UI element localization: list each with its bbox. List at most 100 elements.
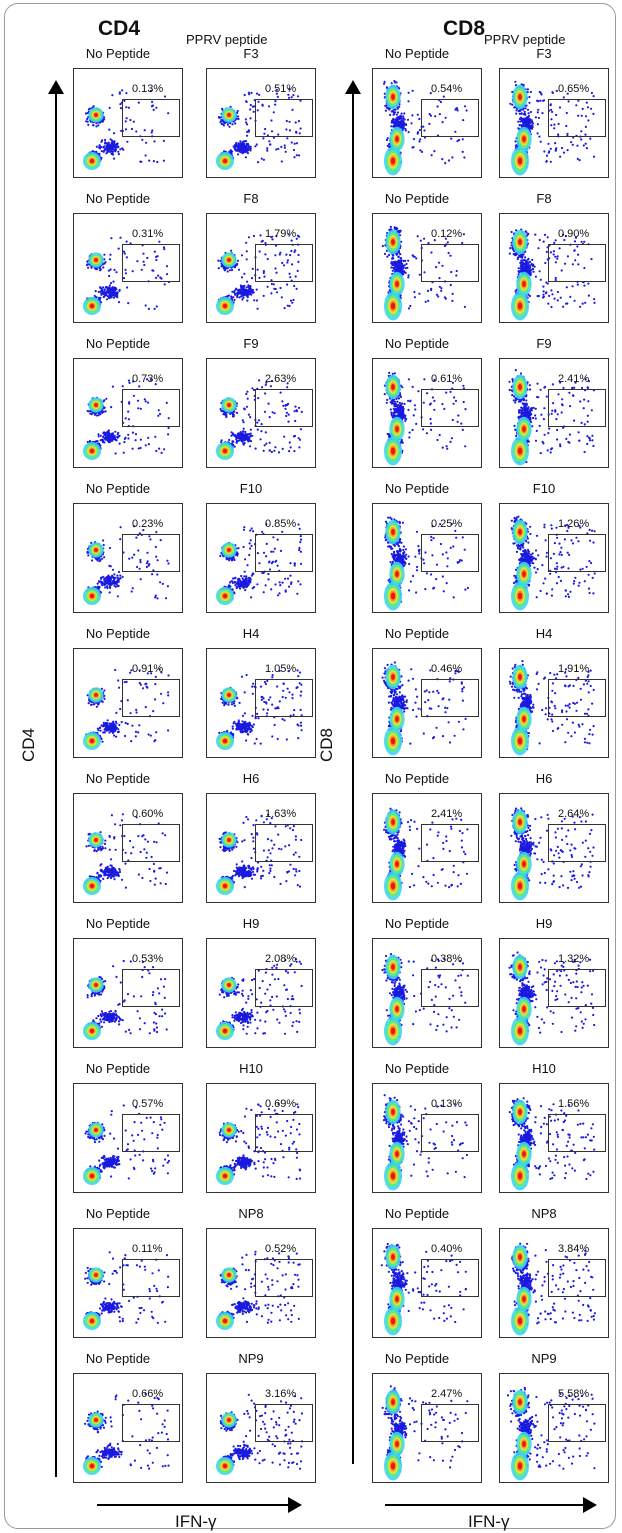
gate-box [255,244,313,282]
gate-percentage: 0.73% [132,373,163,385]
flow-dots [216,523,303,605]
y-axis-label: CD4 [19,728,39,762]
gate-box [421,969,479,1007]
control-label: No Peptide [63,46,173,61]
gate-percentage: 0.65% [558,83,589,95]
flow-plot: 1.26% [499,503,609,613]
peptide-label: F8 [489,191,599,206]
peptide-label: H10 [489,1061,599,1076]
gate-box [122,534,180,572]
gate-box [421,824,479,862]
gate-box [421,99,479,137]
gate-percentage: 1.26% [558,518,589,530]
x-axis-label: IFN-γ [468,1512,510,1532]
control-label: No Peptide [362,191,472,206]
flow-plot: 0.73% [73,358,183,468]
gate-box [548,1404,606,1442]
control-label: No Peptide [63,1206,173,1221]
gate-box [548,99,606,137]
flow-plot: 1.91% [499,648,609,758]
flow-dots [509,80,596,176]
control-label: No Peptide [63,916,173,931]
flow-dots [216,233,301,315]
gate-percentage: 0.40% [431,1243,462,1255]
gate-box [421,534,479,572]
peptide-label: H6 [489,771,599,786]
peptide-label: NP8 [489,1206,599,1221]
flow-plot: 1.05% [206,648,316,758]
flow-plot: 0.60% [73,793,183,903]
peptide-label: F3 [196,46,306,61]
y-axis-arrow [48,80,64,1477]
peptide-label: F9 [489,336,599,351]
flow-plot: 0.90% [499,213,609,323]
control-label: No Peptide [362,1206,472,1221]
flow-plot: 0.40% [372,1228,482,1338]
flow-dots [508,660,595,756]
flow-dots [508,369,595,466]
flow-plot: 1.32% [499,938,609,1048]
gate-box [122,1114,180,1152]
flow-plot: 1.56% [499,1083,609,1193]
gate-percentage: 2.63% [265,373,296,385]
control-label: No Peptide [63,1061,173,1076]
peptide-label: H4 [196,626,306,641]
flow-dots [216,379,303,460]
flow-plot: 0.54% [372,68,482,178]
flow-dots [83,1104,170,1185]
flow-dots [508,228,596,321]
gate-percentage: 0.46% [431,663,462,675]
flow-plot: 0.57% [73,1083,183,1193]
flow-plot: 2.47% [372,1373,482,1483]
gate-box [122,244,180,282]
gate-percentage: 1.91% [558,663,589,675]
control-label: No Peptide [362,481,472,496]
gate-percentage: 0.85% [265,518,296,530]
gate-box [255,1114,313,1152]
control-label: No Peptide [362,1351,472,1366]
flow-dots [216,1393,304,1475]
control-label: No Peptide [362,771,472,786]
gate-percentage: 1.79% [265,228,296,240]
flow-plot: 0.65% [499,68,609,178]
gate-percentage: 1.05% [265,663,296,675]
flow-dots [216,1250,301,1330]
gate-box [548,534,606,572]
control-label: No Peptide [362,1061,472,1076]
peptide-label: H10 [196,1061,306,1076]
gate-box [122,969,180,1007]
flow-dots [83,813,169,895]
gate-box [421,389,479,427]
gate-box [255,1259,313,1297]
flow-plot: 2.08% [206,938,316,1048]
flow-plot: 0.91% [73,648,183,758]
flow-dots [383,371,467,466]
flow-dots [83,1251,170,1330]
flow-plot: 0.53% [73,938,183,1048]
gate-box [421,244,479,282]
flow-dots [380,1242,467,1336]
gate-box [122,679,180,717]
gate-box [548,244,606,282]
gate-box [122,1404,180,1442]
flow-dots [381,661,467,756]
gate-percentage: 1.32% [558,953,589,965]
gate-percentage: 0.31% [132,228,163,240]
flow-plot: 0.66% [73,1373,183,1483]
gate-box [122,1259,180,1297]
flow-dots [83,668,170,750]
gate-percentage: 0.53% [132,953,163,965]
flow-plot: 0.13% [73,68,183,178]
flow-plot: 0.46% [372,648,482,758]
flow-plot: 1.79% [206,213,316,323]
control-label: No Peptide [362,46,472,61]
gate-percentage: 2.08% [265,953,296,965]
peptide-label: F10 [489,481,599,496]
flow-dots [381,225,466,321]
y-axis-label: CD8 [317,728,337,762]
control-label: No Peptide [63,626,173,641]
gate-percentage: 0.57% [132,1098,163,1110]
gate-percentage: 5.58% [558,1388,589,1400]
gate-percentage: 2.41% [558,373,589,385]
flow-plot: 0.11% [73,1228,183,1338]
